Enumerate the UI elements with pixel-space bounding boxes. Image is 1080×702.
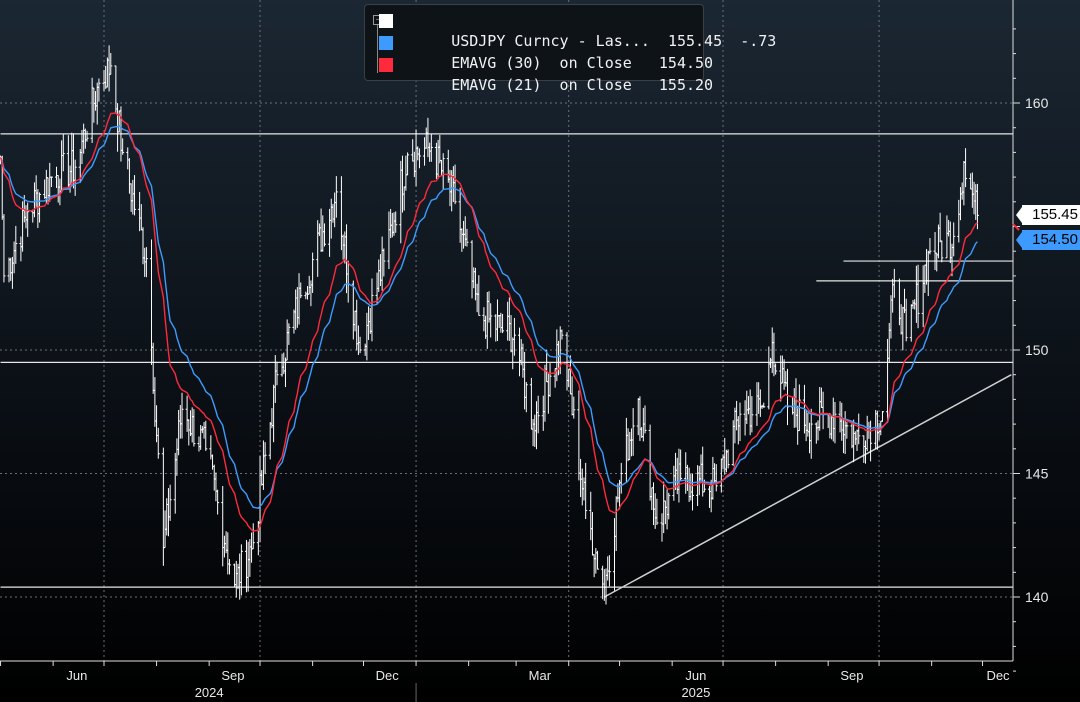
x-tick-label: Mar [529,668,552,683]
x-tick-label: Sep [840,668,863,683]
legend-swatch-price [379,14,393,28]
legend-value: 155.20 [658,76,714,94]
y-tick-label: 150 [1025,342,1049,358]
x-tick-label: Dec [986,668,1010,683]
legend-label: EMAVG (21) on Close [451,76,632,94]
ema21-line [0,112,978,532]
legend-swatch-ema21 [379,58,393,72]
legend-swatch-ema30 [379,36,393,50]
legend-change: -.73 [740,32,777,50]
legend-value: 154.50 [658,54,714,72]
ema30-line [0,125,978,509]
x-year-label: 2025 [681,685,710,700]
legend-value: 155.45 [667,32,723,50]
ema21-pointer [1012,223,1020,231]
x-tick-label: Jun [685,668,706,683]
ema30-pointer [1016,232,1022,248]
price-bars [0,45,979,605]
last-price-label: 155.45 [1022,205,1080,225]
legend-tree-line [377,17,388,73]
y-tick-label: 145 [1025,466,1049,482]
legend-item-ema21[interactable]: EMAVG (21) on Close 155.20 [379,55,713,94]
trendline [603,374,1012,598]
legend-item-price[interactable]: USDJPY Curncy - Las... 155.45 -.73 [379,11,776,50]
x-tick-label: Sep [221,668,244,683]
ema30-price-label: 154.50 [1022,230,1080,250]
y-tick-label: 160 [1025,95,1049,111]
legend-label: USDJPY Curncy - Las... [451,32,650,50]
x-tick-label: Dec [376,668,400,683]
last-price-pointer [1016,207,1022,223]
legend-item-ema30[interactable]: EMAVG (30) on Close 154.50 [379,33,713,72]
legend-label: EMAVG (30) on Close [451,54,632,72]
x-tick-label: Jun [66,668,87,683]
y-tick-label: 140 [1025,589,1049,605]
x-year-label: 2024 [195,685,224,700]
legend: − USDJPY Curncy - Las... 155.45 -.73 EMA… [364,4,776,94]
